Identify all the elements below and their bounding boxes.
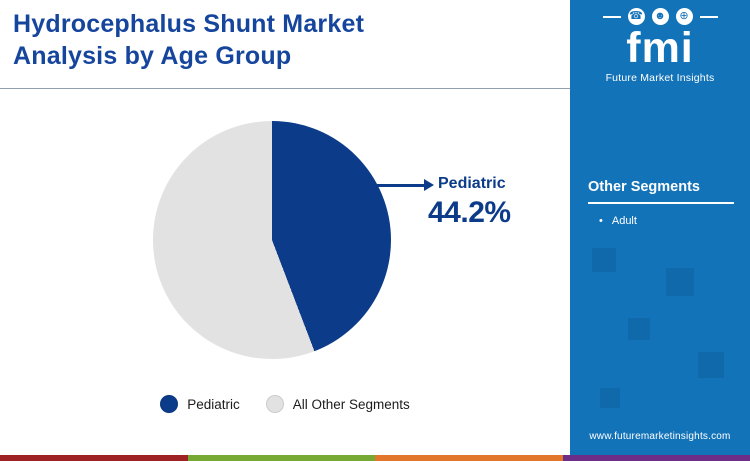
chart-legend: Pediatric All Other Segments <box>0 395 570 413</box>
logo-icons-row: ☎ ☻ ⊕ <box>570 8 750 25</box>
legend-label: Pediatric <box>187 396 240 412</box>
callout-value: 44.2% <box>428 196 511 229</box>
decorative-square <box>698 352 724 378</box>
logo-subtitle: Future Market Insights <box>605 72 715 84</box>
page-title: Hydrocephalus Shunt Market Analysis by A… <box>13 10 365 70</box>
decorative-square <box>628 318 650 340</box>
title-divider <box>0 88 570 89</box>
legend-label: All Other Segments <box>292 396 410 412</box>
pie-chart <box>153 121 391 359</box>
decorative-square <box>600 388 620 408</box>
bullet-icon: • <box>599 215 603 227</box>
callout-arrowhead-icon <box>424 179 434 191</box>
globe-icon: ⊕ <box>675 8 693 25</box>
stripe-segment <box>562 455 750 461</box>
legend-item-other-segments: All Other Segments <box>265 395 410 413</box>
stripe-segment <box>375 455 563 461</box>
other-segments-heading: Other Segments <box>588 179 700 195</box>
decorative-square <box>592 248 616 272</box>
legend-item-pediatric: Pediatric <box>160 395 240 413</box>
website-link[interactable]: www.futuremarketinsights.com <box>589 431 731 442</box>
people-icon: ☻ <box>651 8 669 25</box>
callout-arrow-line <box>377 184 426 187</box>
footer-stripe <box>0 455 750 461</box>
list-item-label: Adult <box>611 215 637 227</box>
callout-label: Pediatric <box>438 175 506 192</box>
fmi-logo: ☎ ☻ ⊕ fmi Future Market Insights <box>570 8 750 84</box>
logo-text: fmi <box>626 24 694 72</box>
other-segments-swatch-icon <box>265 395 284 413</box>
decorative-square <box>666 268 694 296</box>
section-underline <box>588 202 734 204</box>
list-item-adult: • Adult <box>599 215 637 227</box>
sidebar: ☎ ☻ ⊕ fmi Future Market Insights Other S… <box>570 0 750 455</box>
stripe-segment <box>0 455 188 461</box>
phone-icon: ☎ <box>627 8 645 25</box>
pediatric-swatch-icon <box>160 395 179 413</box>
chart-panel: Hydrocephalus Shunt Market Analysis by A… <box>0 10 570 413</box>
stripe-segment <box>187 455 375 461</box>
